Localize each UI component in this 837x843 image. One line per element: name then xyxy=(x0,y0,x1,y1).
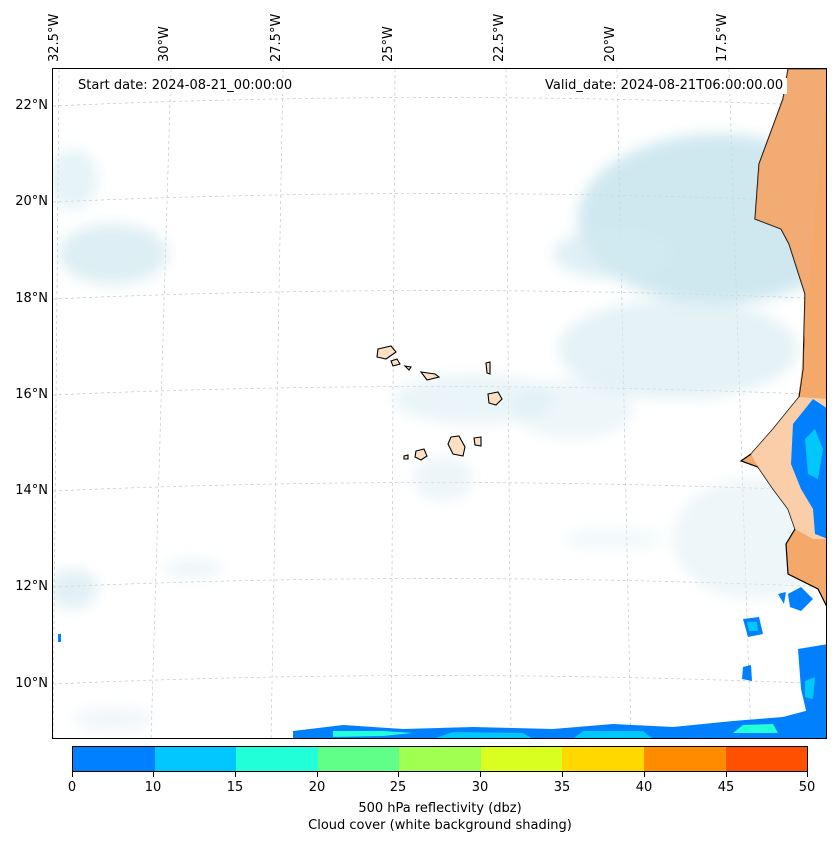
colorbar-segment-3 xyxy=(317,747,400,771)
lon-label-30w: 30°W xyxy=(157,26,172,62)
lat-label-14n: 14°N xyxy=(15,483,48,498)
colorbar-segment-8 xyxy=(725,747,808,771)
valid-date-label: Valid_date: 2024-08-21T06:00:00.00 xyxy=(541,78,788,94)
colorbar-segment-0 xyxy=(73,747,155,771)
colorbar-tick-15: 15 xyxy=(226,780,244,795)
cape-verde-islands xyxy=(376,345,503,461)
colorbar-title: 500 hPa reflectivity (dbz) xyxy=(358,801,522,816)
lon-label-32-5w: 32.5°W xyxy=(47,13,62,62)
lon-label-20w: 20°W xyxy=(603,26,618,62)
lon-label-22-5w: 22.5°W xyxy=(492,13,507,62)
colorbar-segment-7 xyxy=(643,747,726,771)
map-canvas xyxy=(53,69,826,738)
colorbar-tick-40: 40 xyxy=(635,780,653,795)
lat-label-20n: 20°N xyxy=(15,194,48,209)
lat-label-12n: 12°N xyxy=(15,579,48,594)
colorbar-tick-35: 35 xyxy=(553,780,571,795)
colorbar-segment-5 xyxy=(480,747,563,771)
colorbar-tick-10: 10 xyxy=(144,780,162,795)
africa-coast-overlay xyxy=(755,69,826,397)
lat-label-22n: 22°N xyxy=(15,98,48,113)
colorbar-tick-0: 0 xyxy=(67,780,77,795)
lon-label-17-5w: 17.5°W xyxy=(715,13,730,62)
reflectivity-shading xyxy=(58,399,826,738)
colorbar xyxy=(72,746,808,772)
colorbar-segment-2 xyxy=(236,747,318,771)
colorbar-tick-30: 30 xyxy=(471,780,489,795)
colorbar-tick-50: 50 xyxy=(798,780,816,795)
lon-label-27-5w: 27.5°W xyxy=(269,13,284,62)
lat-label-10n: 10°N xyxy=(15,676,48,691)
map-panel xyxy=(52,68,827,739)
colorbar-tick-45: 45 xyxy=(717,780,735,795)
colorbar-tick-20: 20 xyxy=(308,780,326,795)
colorbar-subtitle: Cloud cover (white background shading) xyxy=(308,818,572,833)
colorbar-tick-25: 25 xyxy=(389,780,407,795)
lat-label-16n: 16°N xyxy=(15,387,48,402)
cloud-cover-shading xyxy=(53,134,826,731)
colorbar-segment-4 xyxy=(399,747,481,771)
lon-label-25w: 25°W xyxy=(381,26,396,62)
colorbar-segment-1 xyxy=(154,747,237,771)
start-date-label: Start date: 2024-08-21_00:00:00 xyxy=(74,78,297,94)
lat-label-18n: 18°N xyxy=(15,291,48,306)
colorbar-segment-6 xyxy=(562,747,644,771)
